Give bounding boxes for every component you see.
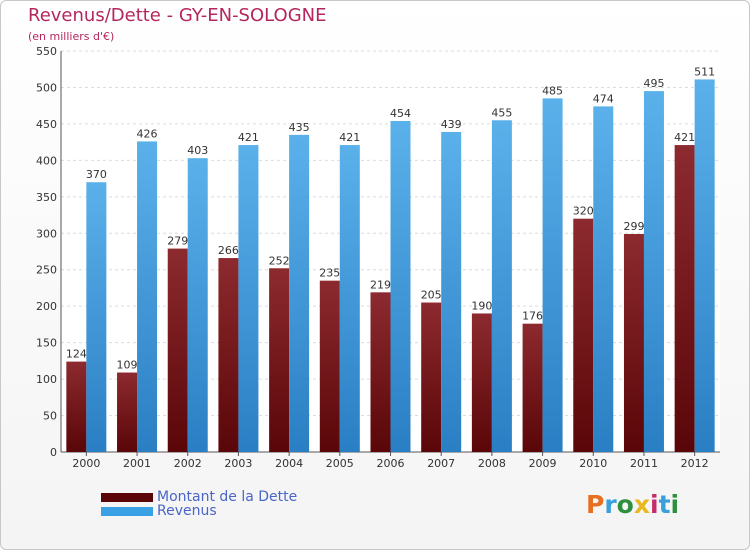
data-label-revenue: 474 — [593, 92, 614, 105]
bar-debt — [319, 280, 340, 452]
bar-revenue — [593, 106, 614, 452]
data-label-revenue: 403 — [187, 144, 208, 157]
bar-debt — [674, 145, 695, 452]
x-tick-label: 2012 — [681, 457, 709, 470]
y-tick-label: 500 — [36, 81, 57, 94]
x-tick-label: 2001 — [123, 457, 151, 470]
y-tick-label: 200 — [36, 300, 57, 313]
data-label-revenue: 435 — [289, 121, 310, 134]
data-label-debt: 190 — [471, 299, 492, 312]
data-label-debt: 421 — [674, 131, 695, 144]
bar-revenue — [643, 91, 664, 452]
bar-debt — [370, 292, 391, 452]
data-label-revenue: 454 — [390, 107, 411, 120]
chart-subtitle: (en milliers d'€) — [28, 30, 115, 43]
proxiti-logo: Proxiti — [586, 490, 679, 519]
data-label-debt: 176 — [522, 310, 543, 323]
bar-debt — [167, 248, 188, 452]
x-tick-label: 2006 — [377, 457, 405, 470]
legend-item-revenue: Revenus — [101, 503, 217, 519]
x-tick-label: 2009 — [529, 457, 557, 470]
bar-debt — [522, 323, 543, 452]
bar-debt — [421, 302, 442, 452]
bar-debt — [117, 372, 138, 452]
x-tick-label: 2011 — [630, 457, 658, 470]
logo-letter: x — [633, 490, 650, 519]
bar-debt — [573, 218, 594, 452]
data-label-debt: 235 — [319, 267, 340, 280]
x-tick-label: 2004 — [275, 457, 303, 470]
x-tick-label: 2002 — [174, 457, 202, 470]
bar-revenue — [238, 145, 259, 452]
y-tick-label: 0 — [50, 446, 57, 459]
data-label-revenue: 370 — [86, 168, 107, 181]
y-tick-label: 450 — [36, 118, 57, 131]
bar-revenue — [187, 158, 208, 452]
data-label-revenue: 511 — [694, 65, 715, 78]
data-label-revenue: 439 — [441, 118, 462, 131]
bar-revenue — [491, 120, 512, 452]
bar-revenue — [694, 79, 715, 453]
data-label-debt: 279 — [167, 235, 188, 248]
data-label-debt: 299 — [623, 220, 644, 233]
legend-label-revenue: Revenus — [157, 503, 217, 519]
data-label-debt: 266 — [218, 244, 239, 257]
data-label-debt: 109 — [117, 359, 138, 372]
logo-letter: r — [604, 490, 617, 519]
x-tick-label: 2000 — [72, 457, 100, 470]
data-label-debt: 252 — [269, 254, 290, 267]
legend-item-debt: Montant de la Dette — [101, 489, 297, 505]
legend-swatch-debt — [101, 492, 153, 502]
bar-revenue — [137, 141, 158, 452]
bar-debt — [471, 313, 492, 452]
y-tick-label: 250 — [36, 264, 57, 277]
chart-title: Revenus/Dette - GY-EN-SOLOGNE — [28, 5, 327, 26]
logo-letter: i — [670, 490, 680, 519]
data-label-debt: 219 — [370, 278, 391, 291]
legend-swatch-revenue — [101, 506, 153, 516]
y-tick-label: 100 — [36, 373, 57, 386]
bar-revenue — [339, 145, 360, 452]
data-label-debt: 205 — [421, 289, 442, 302]
y-tick-label: 400 — [36, 154, 57, 167]
data-label-revenue: 455 — [491, 106, 512, 119]
logo-letter: P — [586, 490, 605, 519]
bar-revenue — [289, 134, 310, 452]
y-tick-label: 550 — [36, 45, 57, 58]
x-tick-label: 2007 — [427, 457, 455, 470]
x-tick-label: 2010 — [579, 457, 607, 470]
x-tick-label: 2003 — [224, 457, 252, 470]
data-label-revenue: 421 — [339, 131, 360, 144]
data-label-revenue: 485 — [542, 84, 563, 97]
x-tick-label: 2008 — [478, 457, 506, 470]
logo-letter: t — [658, 490, 671, 519]
bar-debt — [623, 234, 644, 452]
bar-revenue — [86, 182, 107, 452]
legend-label-debt: Montant de la Dette — [157, 489, 298, 505]
data-label-revenue: 426 — [137, 127, 158, 140]
data-label-debt: 320 — [573, 205, 594, 218]
bar-debt — [269, 268, 290, 452]
x-tick-label: 2005 — [326, 457, 354, 470]
logo-letter: i — [650, 490, 659, 519]
y-tick-label: 350 — [36, 191, 57, 204]
data-label-revenue: 421 — [238, 131, 259, 144]
bar-debt — [66, 361, 87, 452]
logo-letter: o — [616, 490, 634, 519]
y-tick-label: 300 — [36, 227, 57, 240]
y-tick-label: 150 — [36, 337, 57, 350]
bar-debt — [218, 258, 239, 452]
y-tick-label: 50 — [43, 410, 57, 423]
data-label-revenue: 495 — [643, 77, 664, 90]
bar-revenue — [441, 131, 462, 453]
data-label-debt: 124 — [66, 348, 87, 361]
bar-revenue — [390, 120, 411, 452]
bar-revenue — [542, 98, 563, 453]
